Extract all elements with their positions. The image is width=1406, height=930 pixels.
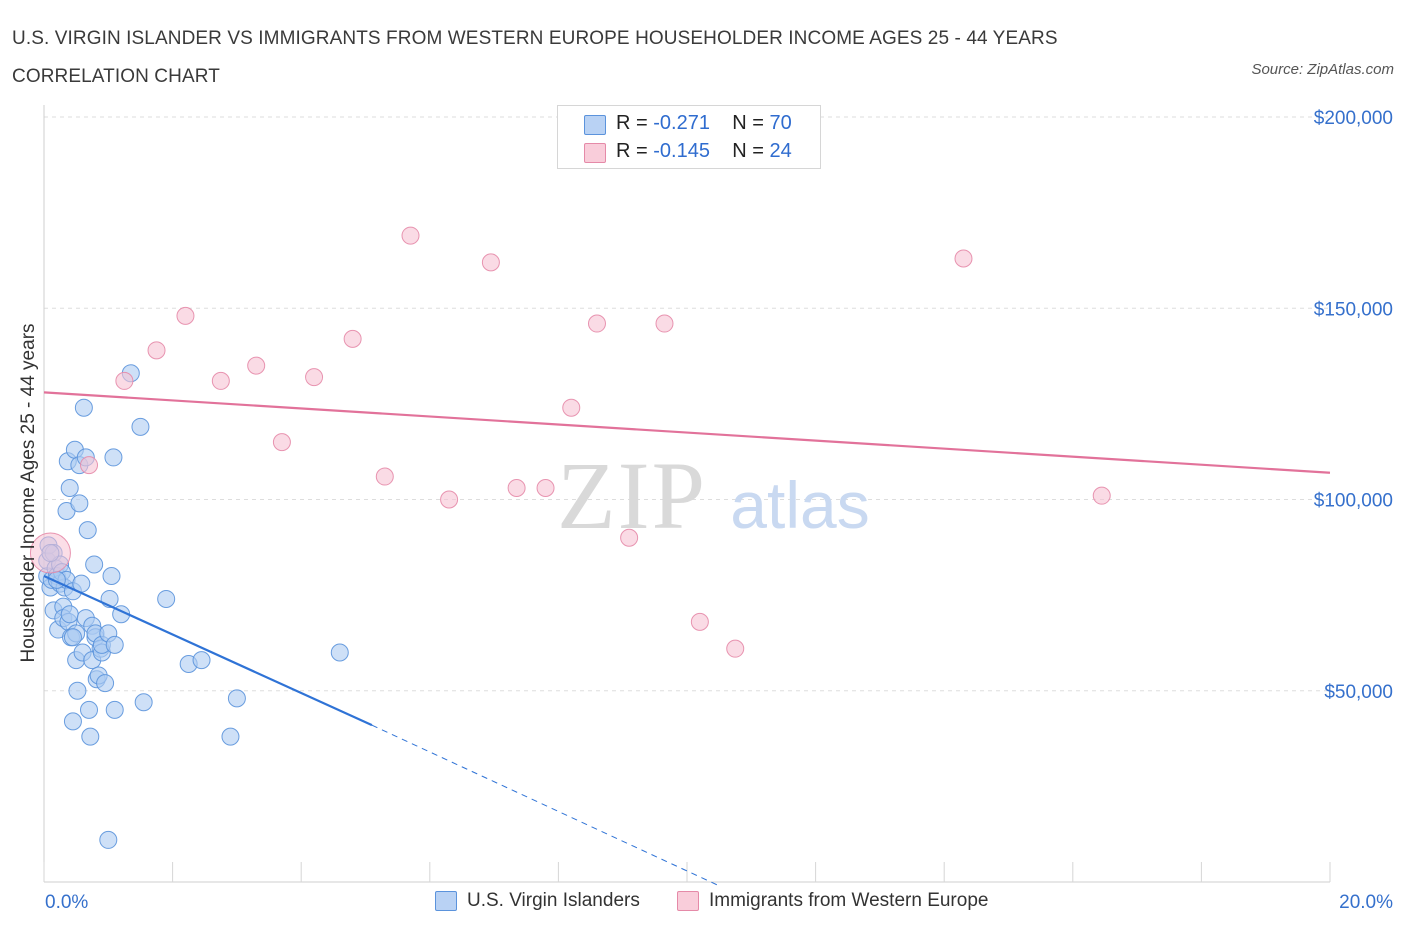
point-western-europe [690,612,709,631]
legend-swatch-pink [584,143,606,163]
point-western-europe [176,306,195,325]
labels-layer: $50,000 $100,000 $150,000 $200,000 0.0% 20.0%… [18,108,1393,913]
point-virgin-islanders [221,727,240,746]
point-western-europe [272,433,291,452]
axes-layer [43,105,1331,883]
y-tick-label: $200,000 [1314,108,1393,129]
point-virgin-islanders [74,398,93,417]
point-western-europe [1092,486,1111,505]
point-virgin-islanders [157,589,176,608]
legend-r-label: R = [616,112,648,134]
point-western-europe [587,314,606,333]
points-layer [29,226,1111,849]
point-virgin-islanders [131,417,150,436]
point-western-europe [440,490,459,509]
legend-r-label: R = [616,140,648,162]
point-virgin-islanders [68,681,87,700]
trend-line-virgin-islanders-extension [371,724,720,887]
point-virgin-islanders [70,494,89,513]
point-virgin-islanders [63,712,82,731]
point-virgin-islanders [60,605,79,624]
legend-n-value: 24 [769,140,792,162]
legend: R = -0.271 N = 70 R = -0.145 N = 24 [557,105,821,169]
bottom-legend-swatch-blue [435,891,457,911]
y-tick-label: $50,000 [1324,682,1393,703]
point-western-europe [343,329,362,348]
point-virgin-islanders [60,479,79,498]
point-virgin-islanders [330,643,349,662]
point-virgin-islanders [78,521,97,540]
point-virgin-islanders [105,635,124,654]
legend-n-value: 70 [769,112,792,134]
watermark: ZIP atlas [557,442,870,549]
watermark-atlas: atlas [730,468,869,542]
point-virgin-islanders [96,674,115,693]
x-tick-label-max: 20.0% [1339,892,1393,913]
point-western-europe [954,249,973,268]
point-virgin-islanders [85,555,104,574]
legend-r-value: -0.145 [653,140,710,162]
point-virgin-islanders [105,700,124,719]
point-western-europe [562,398,581,417]
bottom-legend-swatch-pink [677,891,699,911]
legend-n-label: N = [732,112,764,134]
legend-n-label: N = [732,140,764,162]
y-tick-label: $100,000 [1314,491,1393,512]
trend-line-virgin-islanders [43,574,373,727]
point-virgin-islanders [102,567,121,585]
point-western-europe [620,528,639,547]
trend-line-western-europe [43,391,1331,474]
x-tick-label-min: 0.0% [45,892,88,913]
point-virgin-islanders [192,651,211,670]
trend-layer [43,391,1331,887]
point-virgin-islanders [227,689,246,708]
point-virgin-islanders [81,727,100,746]
point-western-europe [726,639,745,658]
bottom-legend-label: U.S. Virgin Islanders [467,890,640,911]
y-axis-title: Householder Income Ages 25 - 44 years [18,323,39,662]
point-western-europe [305,368,324,387]
chart-title: U.S. VIRGIN ISLANDER VS IMMIGRANTS FROM … [12,28,1058,87]
point-virgin-islanders [134,693,153,712]
point-western-europe [211,371,230,390]
point-western-europe [29,532,71,574]
point-western-europe [536,479,555,498]
point-western-europe [80,456,99,475]
point-virgin-islanders [63,628,82,647]
point-western-europe [115,371,134,390]
point-virgin-islanders [104,448,123,467]
legend-r-value: -0.271 [653,112,710,134]
point-western-europe [481,253,500,272]
point-western-europe [655,314,674,333]
point-western-europe [375,467,394,486]
point-western-europe [401,226,420,245]
point-virgin-islanders [99,830,118,849]
bottom-legend-label: Immigrants from Western Europe [709,890,989,911]
point-western-europe [247,356,266,375]
point-virgin-islanders [80,700,99,719]
point-western-europe [147,341,166,360]
y-tick-label: $150,000 [1314,299,1393,320]
source-label: Source: ZipAtlas.com [1251,61,1394,78]
legend-swatch-blue [584,115,606,135]
point-western-europe [507,479,526,498]
